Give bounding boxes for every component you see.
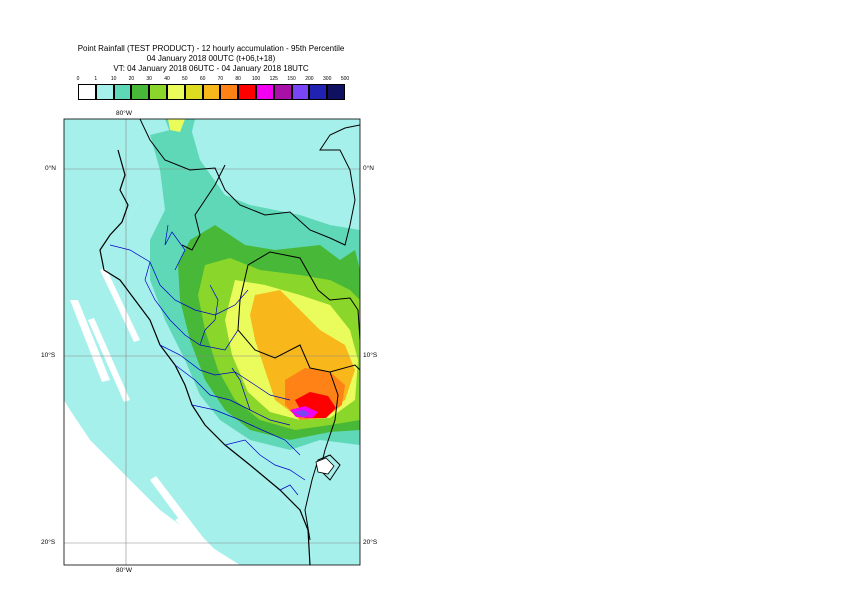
- colorbar-tick-label: 125: [269, 76, 278, 82]
- colorbar-tick-label: 40: [164, 76, 170, 82]
- colorbar-tick-label: 300: [323, 76, 332, 82]
- colorbar-tick-label: 100: [251, 76, 261, 82]
- colorbar-tick-label: 0: [76, 76, 80, 82]
- map-field: [64, 119, 360, 565]
- left-latitude-label-0: 0°N: [45, 165, 56, 172]
- run-time-subtitle: 04 January 2018 00UTC (t+06,t+18): [146, 54, 276, 63]
- colorbar-box: [273, 84, 292, 100]
- colorbar-tick-label: 80: [235, 76, 241, 82]
- lake-titicaca: [315, 457, 335, 475]
- admin-boundary: [231, 367, 251, 411]
- colorbar-box: [95, 84, 114, 100]
- colorbar-box: [113, 84, 132, 100]
- rainfall-150-200-contour: [294, 410, 310, 417]
- admin-boundary: [164, 224, 186, 271]
- colorbar-tick-label: 150: [287, 76, 296, 82]
- colorbar-tick-label: 50: [182, 76, 188, 82]
- colorbar-box: [149, 84, 167, 100]
- colorbar-tick-label: 500: [340, 76, 350, 82]
- rainfall-40-50-contour: [168, 119, 185, 132]
- colorbar-tick-label: 10: [110, 76, 117, 82]
- admin-boundary: [109, 244, 249, 316]
- country-border: [181, 164, 226, 251]
- top-longitude-label: 80°W: [116, 110, 132, 117]
- colorbar-tick-label: 60: [199, 76, 206, 82]
- ocean-streak: [88, 318, 130, 402]
- admin-boundaries: [109, 224, 306, 496]
- map-title: Point Rainfall (TEST PRODUCT) - 12 hourl…: [77, 44, 345, 53]
- admin-boundary: [144, 261, 239, 351]
- left-latitude-label-20: 20°S: [41, 539, 56, 546]
- country-border: [247, 251, 360, 341]
- coastline: [99, 149, 311, 565]
- country-border: [304, 371, 341, 541]
- ocean-streak: [70, 300, 110, 382]
- colorbar-box: [184, 84, 203, 100]
- colorbar-box: [131, 84, 150, 100]
- admin-boundary: [279, 484, 299, 496]
- colorbar-box: [327, 84, 345, 100]
- admin-boundary: [224, 439, 306, 481]
- colorbar-box: [78, 84, 96, 100]
- colorbar-box: [202, 84, 221, 100]
- validity-time-subtitle: VT: 04 January 2018 06UTC - 04 January 2…: [113, 64, 309, 73]
- colorbar-tick-label: 70: [217, 76, 224, 82]
- admin-boundary: [159, 344, 291, 401]
- right-latitude-label-0: 0°N: [363, 165, 374, 172]
- colorbar-tick-label: 20: [128, 76, 135, 82]
- right-latitude-label-20: 20°S: [363, 539, 378, 546]
- right-latitude-label-10: 10°S: [363, 352, 378, 359]
- admin-boundary: [191, 404, 301, 456]
- colorbar-tick-label: 30: [146, 76, 152, 82]
- country-border: [237, 264, 360, 373]
- colorbar-box: [167, 84, 185, 100]
- bottom-longitude-label: 80°W: [116, 567, 132, 574]
- colorbar-box: [256, 84, 274, 100]
- colorbar-box: [238, 84, 256, 100]
- colorbar-box: [220, 84, 239, 100]
- colorbar-tick-label: 200: [305, 76, 314, 82]
- country-border: [139, 119, 360, 246]
- map-frame: [63, 118, 361, 566]
- left-latitude-label-10: 10°S: [41, 352, 56, 359]
- colorbar-tick-label: 1: [94, 76, 98, 82]
- colorbar-box: [291, 84, 310, 100]
- ocean-streak: [100, 268, 140, 342]
- ocean-streak: [120, 478, 170, 544]
- colorbar-box: [309, 84, 328, 100]
- admin-boundary: [199, 284, 219, 346]
- ocean-streak: [175, 516, 230, 565]
- admin-boundary: [174, 364, 291, 426]
